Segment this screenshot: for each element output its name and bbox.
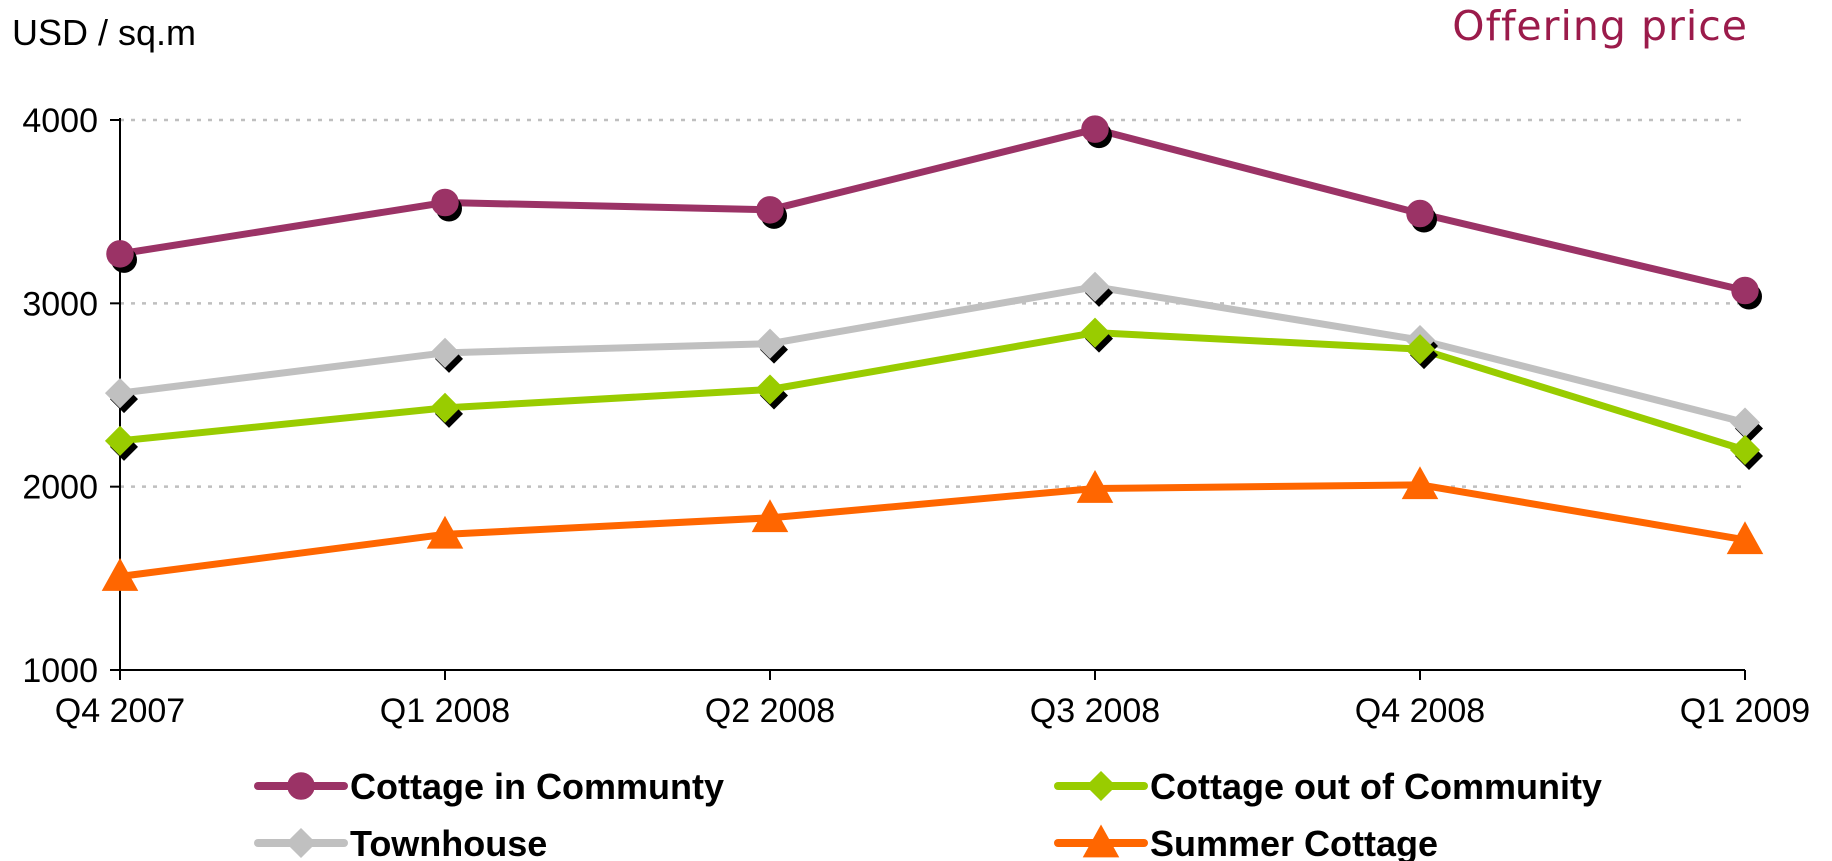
legend-marker [285,827,317,859]
data-point [429,392,463,428]
series-line [116,481,1749,580]
y-unit-label: USD / sq.m [12,12,196,53]
data-point [1079,271,1113,307]
y-tick-label: 2000 [22,469,98,507]
legend-marker [1082,824,1120,858]
data-point [1401,466,1439,500]
data-point [426,515,464,549]
data-point [106,240,137,273]
legend-marker [1085,770,1117,802]
data-point [751,499,789,533]
legend-item: Summer Cottage [1054,823,1438,861]
series-line [116,329,1749,454]
x-tick-label: Q4 2008 [1355,692,1485,730]
y-tick-label: 3000 [22,285,98,323]
data-point [1404,334,1438,370]
data-point [101,557,139,591]
legend-label: Cottage in Communty [350,766,724,807]
series-1 [104,271,1763,443]
y-tick-label: 4000 [22,102,98,140]
y-tick-label: 1000 [22,652,98,690]
legend: Cottage in Communty Cottage out of Commun… [254,766,1602,861]
x-tick-label: Q2 2008 [705,692,835,730]
data-point [429,337,463,373]
data-point [1729,434,1763,470]
data-point [756,196,787,229]
x-tick-label: Q1 2008 [380,692,510,730]
data-point [1731,276,1762,310]
data-point [1079,317,1113,353]
axes: 1000 2000 3000 4000 Q4 2007 Q1 2008 Q2 2008 Q3 … [22,102,1810,730]
data-point [1726,521,1764,555]
data-point [1076,469,1114,503]
data-point [431,188,462,222]
legend-marker [287,772,315,800]
gridlines [120,118,1745,488]
data-point [1081,115,1112,149]
legend-item: Cottage in Communty [254,766,724,807]
series-lines [101,115,1764,591]
series-3 [101,466,1764,591]
x-tick-label: Q3 2008 [1030,692,1160,730]
legend-label: Cottage out of Community [1150,766,1602,807]
series-line [116,125,1749,294]
legend-item: Cottage out of Community [1054,766,1602,807]
x-tick-label: Q1 2009 [1680,692,1810,730]
legend-label: Townhouse [350,823,547,861]
data-point [754,374,788,410]
chart-title: Offering price [1452,2,1748,50]
data-point [1406,199,1437,233]
data-point [104,425,138,461]
data-point [754,328,788,364]
series-line [116,283,1749,426]
legend-label: Summer Cottage [1150,823,1438,861]
data-point [104,378,138,414]
series-0 [106,115,1762,310]
x-tick-label: Q4 2007 [55,692,185,730]
series-2 [104,317,1763,470]
legend-item: Townhouse [254,823,547,861]
